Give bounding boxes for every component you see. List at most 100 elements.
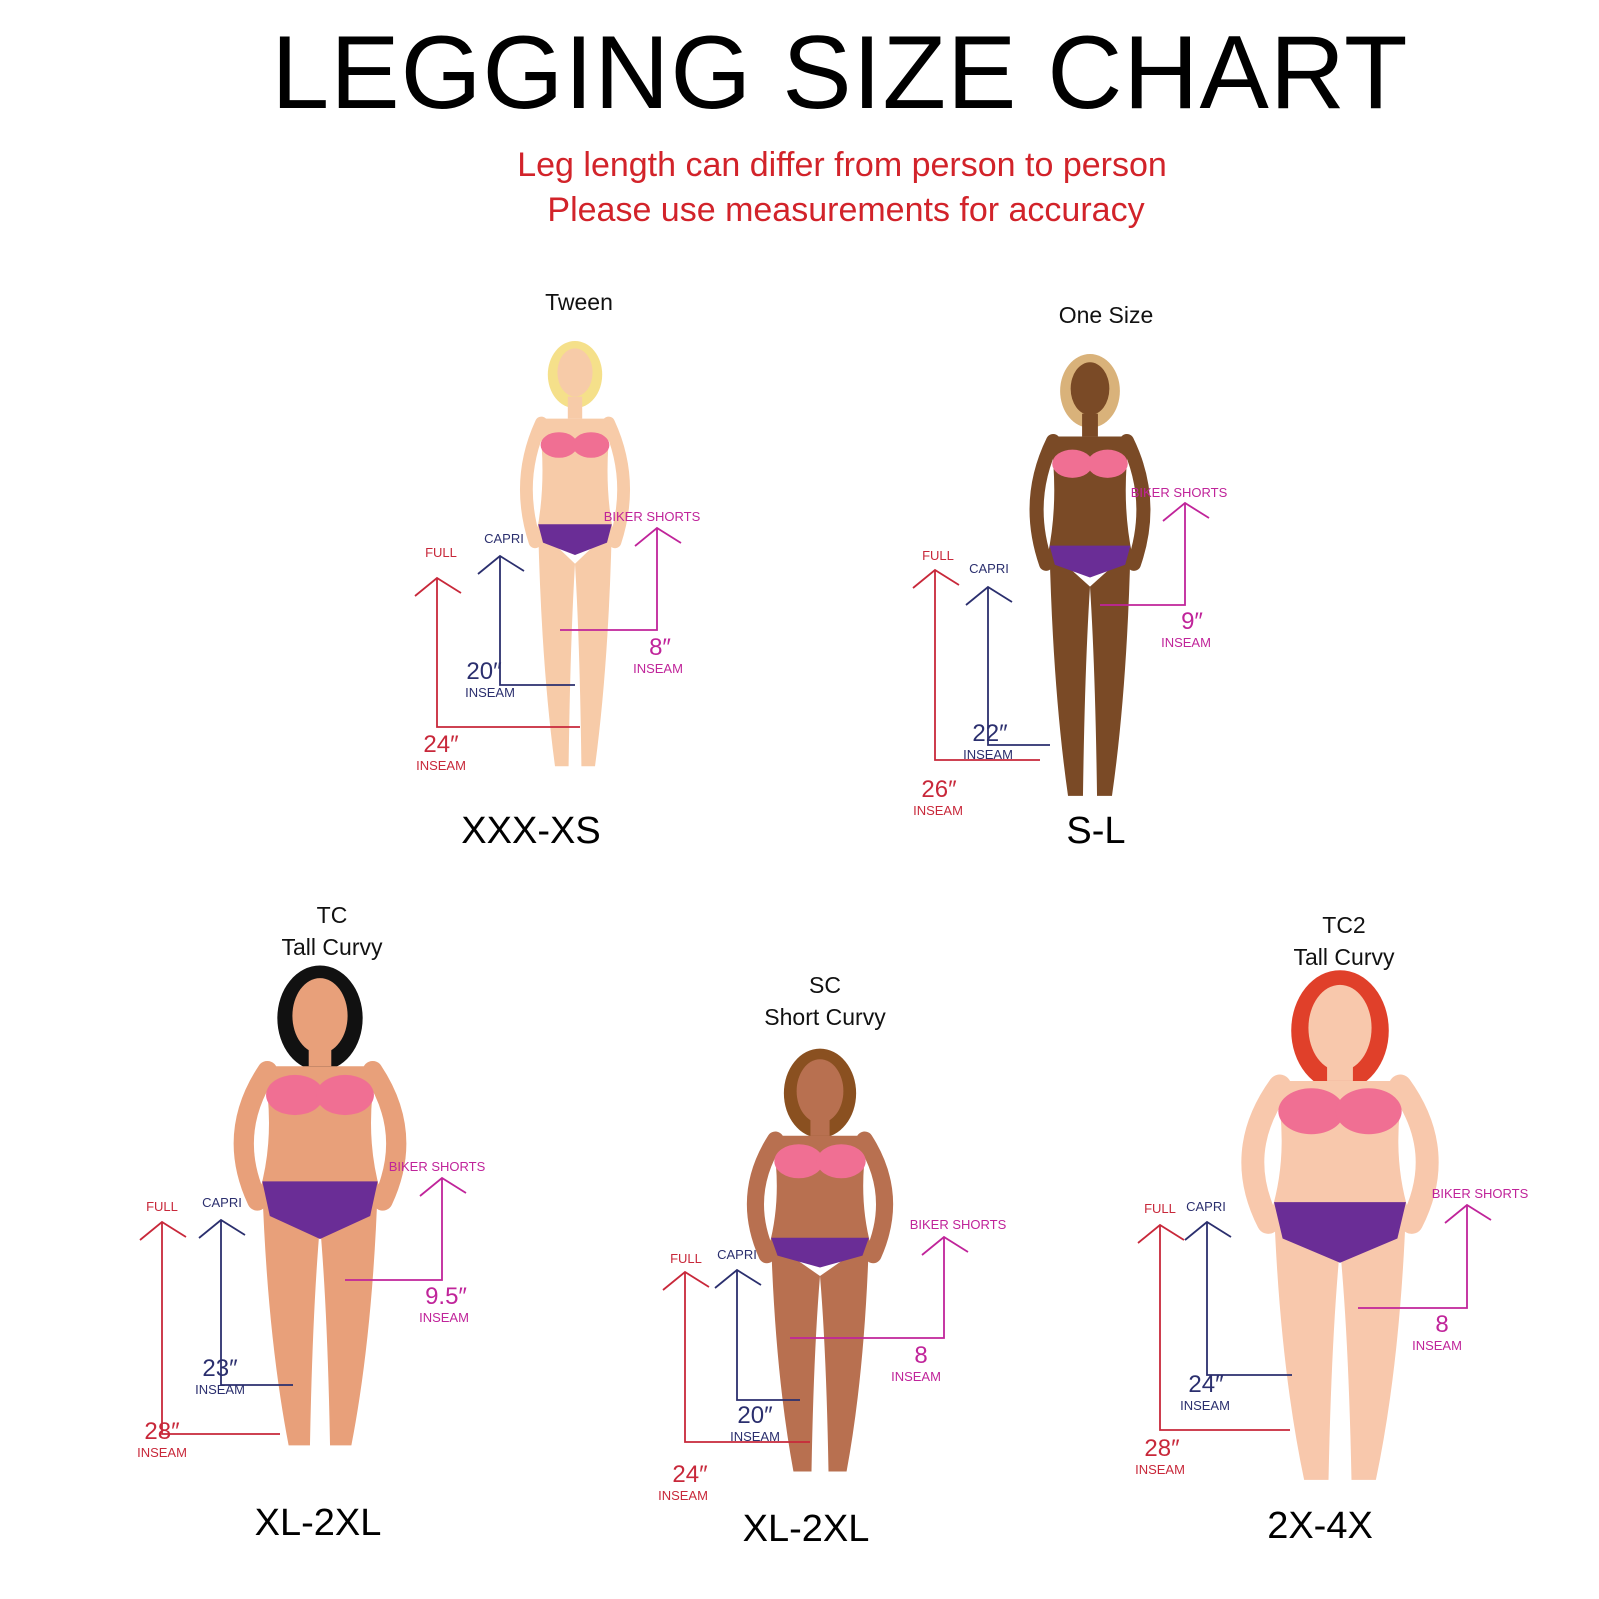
biker-inseam-label: INSEAM [891, 1369, 941, 1384]
right-leg [820, 1242, 869, 1472]
biker-arrow-line [1358, 1205, 1468, 1309]
figure-illustration [519, 341, 631, 767]
left-arm [1029, 433, 1061, 571]
panel-title-line: Tall Curvy [282, 934, 383, 960]
biker-measure-arrow [790, 1235, 969, 1339]
capri-label: CAPRI [1186, 1199, 1226, 1214]
bra [540, 432, 578, 458]
full-inseam-value: 26″ [921, 776, 957, 803]
briefs [1049, 545, 1131, 578]
full-arrow-line [161, 1222, 280, 1435]
biker-measure-arrow [345, 1176, 467, 1281]
bra [572, 432, 610, 458]
bra [1278, 1088, 1345, 1135]
capri-inseam-value: 20″ [737, 1402, 773, 1429]
capri-arrow-head-icon [1184, 1220, 1232, 1241]
full-label: FULL [922, 548, 954, 563]
capri-measure-arrow [477, 554, 575, 686]
capri-arrow-head-icon [198, 1218, 246, 1239]
full-label: FULL [146, 1199, 178, 1214]
biker-arrow-line [345, 1178, 443, 1281]
bra [1335, 1088, 1402, 1135]
right-arm [602, 416, 631, 549]
left-leg [1049, 550, 1090, 796]
left-arm [1241, 1074, 1292, 1234]
right-arm [362, 1060, 407, 1211]
capri-arrow-head-icon [965, 585, 1013, 606]
full-arrow-head-icon [1137, 1223, 1185, 1244]
face [1308, 984, 1372, 1071]
capri-label: CAPRI [717, 1247, 757, 1262]
figure-illustration [1241, 970, 1439, 1480]
full-arrow-head-icon [662, 1270, 710, 1291]
full-inseam-value: 24″ [672, 1461, 708, 1488]
biker-inseam-value: 8 [914, 1342, 927, 1369]
biker-arrow-line [790, 1237, 945, 1339]
neck [810, 1114, 830, 1136]
biker-arrow-line [1100, 503, 1186, 606]
face [796, 1059, 844, 1123]
size-range-label: S-L [1066, 810, 1125, 852]
briefs [771, 1237, 869, 1268]
full-measure-arrow [139, 1220, 280, 1435]
briefs [1274, 1202, 1406, 1263]
bra [774, 1144, 824, 1179]
full-inseam-label: INSEAM [658, 1488, 708, 1503]
briefs [538, 524, 612, 555]
bra [1087, 449, 1128, 478]
bra [1052, 449, 1093, 478]
full-inseam-label: INSEAM [416, 758, 466, 773]
full-arrow-line [436, 578, 580, 728]
right-arm [856, 1131, 894, 1264]
biker-measure-arrow [1358, 1203, 1492, 1309]
left-leg [771, 1242, 820, 1472]
full-inseam-label: INSEAM [1135, 1462, 1185, 1477]
right-leg [320, 1186, 378, 1446]
full-measure-arrow [662, 1270, 810, 1443]
face [1070, 362, 1110, 416]
bra [816, 1144, 866, 1179]
neck [1082, 413, 1098, 437]
neck [567, 396, 583, 419]
size-panel: One SizeFULL26″INSEAMCAPRI22″INSEAMBIKER… [912, 302, 1228, 852]
capri-inseam-label: INSEAM [465, 685, 515, 700]
capri-inseam-label: INSEAM [963, 747, 1013, 762]
biker-arrow-line [560, 528, 658, 631]
full-inseam-label: INSEAM [137, 1445, 187, 1460]
right-leg [575, 528, 612, 767]
right-leg [1340, 1207, 1406, 1480]
full-inseam-value: 28″ [144, 1418, 180, 1445]
biker-arrow-head-icon [634, 526, 682, 547]
biker-label: BIKER SHORTS [604, 509, 701, 524]
bra [316, 1074, 374, 1116]
biker-inseam-value: 8 [1435, 1311, 1448, 1338]
biker-label: BIKER SHORTS [1131, 485, 1228, 500]
face [292, 978, 348, 1054]
panel-title-line: Short Curvy [764, 1004, 886, 1030]
capri-measure-arrow [965, 585, 1050, 746]
left-arm [233, 1060, 278, 1211]
full-inseam-value: 28″ [1144, 1435, 1180, 1462]
left-arm [746, 1131, 784, 1264]
full-measure-arrow [414, 576, 580, 728]
full-measure-arrow [912, 568, 1040, 761]
bra [266, 1074, 324, 1116]
biker-inseam-value: 9″ [1181, 608, 1203, 635]
left-leg [1274, 1207, 1340, 1480]
figure-illustration [1029, 354, 1151, 796]
chart-title: LEGGING SIZE CHART [271, 15, 1408, 131]
biker-label: BIKER SHORTS [389, 1159, 486, 1174]
full-arrow-head-icon [912, 568, 960, 589]
left-arm [519, 416, 548, 549]
full-arrow-head-icon [414, 576, 462, 597]
panel-title-line: SC [809, 972, 841, 998]
neck [1327, 1055, 1353, 1081]
full-arrow-line [1159, 1225, 1290, 1431]
full-measure-arrow [1137, 1223, 1290, 1431]
left-leg [538, 528, 575, 767]
briefs [262, 1181, 378, 1239]
size-range-label: XL-2XL [743, 1508, 870, 1550]
